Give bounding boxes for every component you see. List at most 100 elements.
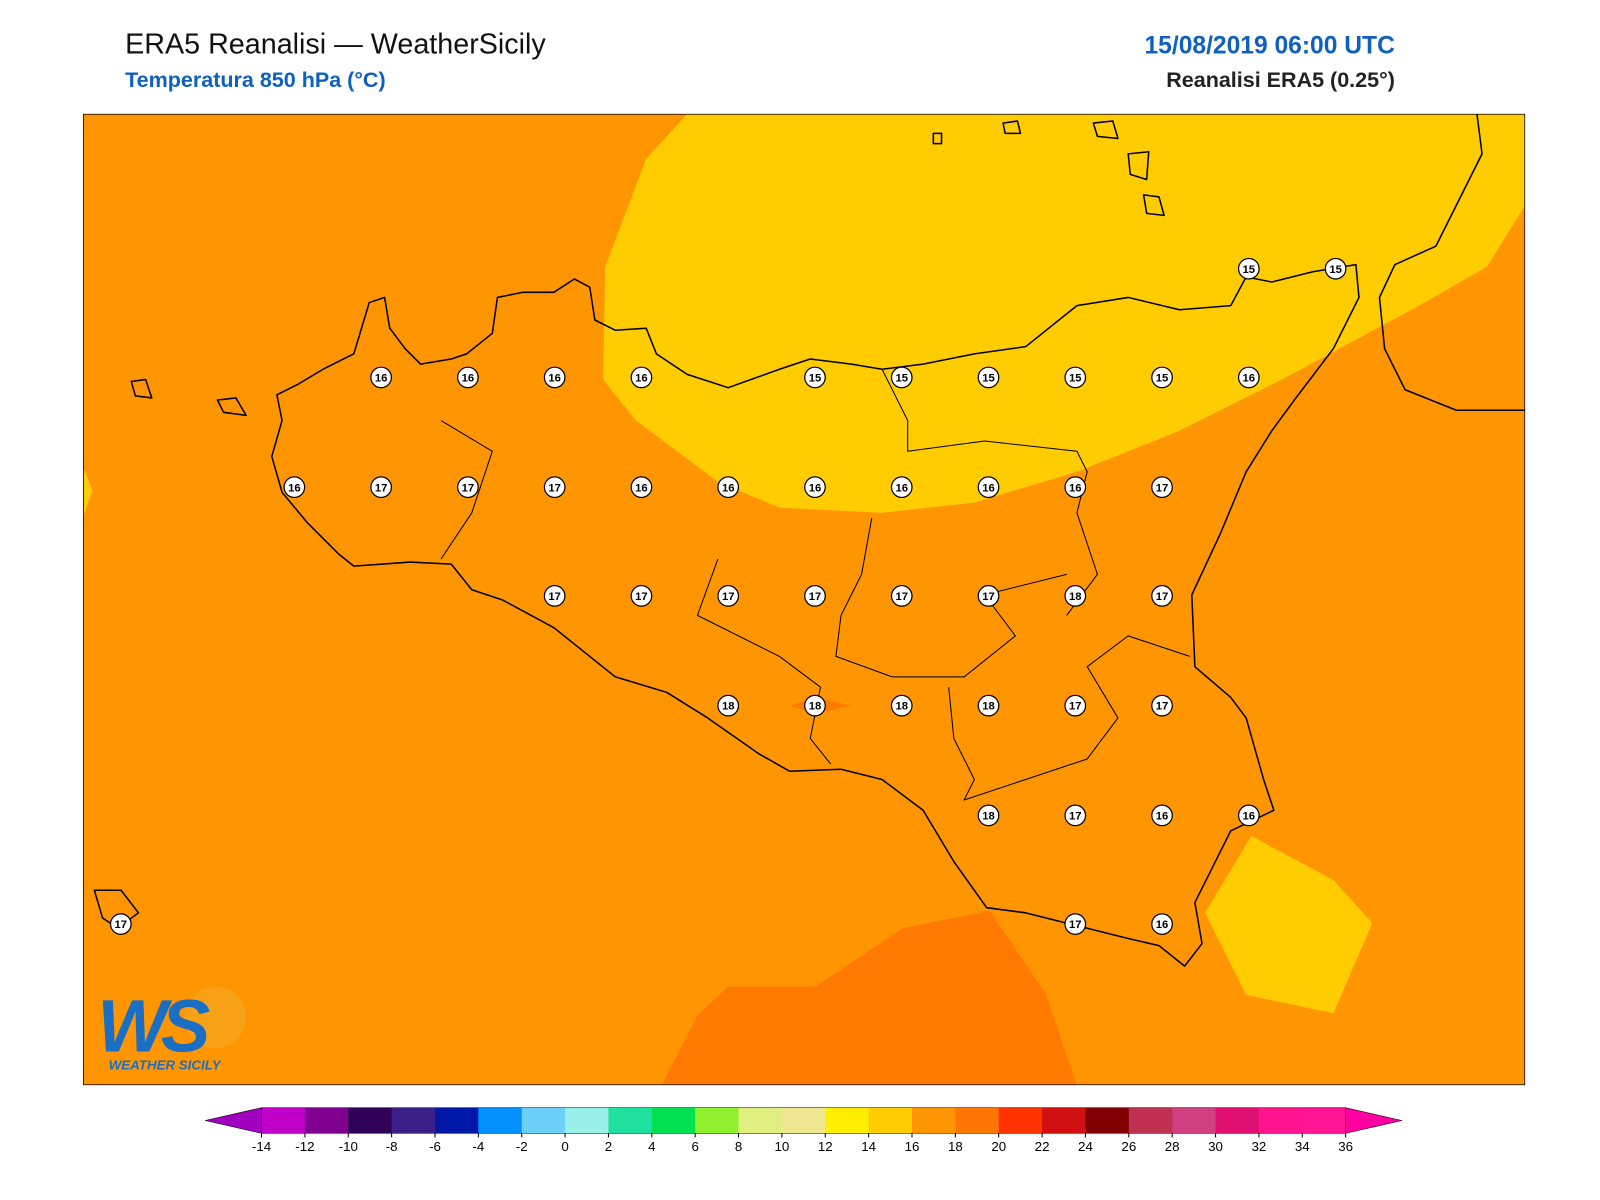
colorbar-outline — [261, 1107, 1346, 1134]
station-value: 17 — [1069, 701, 1082, 713]
station-value: 18 — [722, 701, 735, 713]
colorbar-tick-label: 12 — [818, 1139, 833, 1154]
border — [696, 558, 832, 765]
colorbar-segment — [651, 1107, 696, 1134]
station-value: 18 — [895, 701, 908, 713]
colorbar-tick-label: 22 — [1035, 1139, 1050, 1154]
station-marker — [630, 585, 653, 607]
island — [932, 132, 943, 145]
station-marker — [1064, 804, 1087, 827]
station-marker — [370, 366, 393, 389]
station-marker — [370, 476, 393, 499]
station-value: 16 — [1156, 810, 1169, 822]
station-marker — [1151, 694, 1173, 717]
logo-caption: WEATHER SICILY — [109, 1058, 222, 1073]
station-value: 17 — [115, 919, 128, 931]
station-value: 17 — [1156, 701, 1169, 713]
station-value: 17 — [548, 482, 561, 494]
station-value: 18 — [809, 701, 822, 713]
logo-mark: WS — [97, 984, 210, 1067]
colorbar-tick-label: 10 — [774, 1139, 789, 1154]
temperature-field — [83, 466, 93, 518]
colorbar-segment — [695, 1107, 740, 1134]
station-marker — [109, 913, 132, 935]
colorbar-tick-label: 24 — [1078, 1139, 1093, 1154]
colorbar-segment — [1128, 1107, 1173, 1134]
station-marker — [717, 476, 740, 499]
colorbar-segment — [738, 1107, 783, 1134]
station-marker — [977, 694, 1000, 717]
colorbar-over — [1345, 1107, 1403, 1134]
island — [1142, 194, 1165, 217]
station-value: 18 — [1069, 591, 1082, 603]
station-value: 17 — [635, 591, 648, 603]
station-value: 15 — [1069, 373, 1082, 385]
colorbar-tick-label: 20 — [991, 1139, 1006, 1154]
station-marker — [1064, 913, 1087, 935]
station-value: 17 — [895, 591, 908, 603]
colorbar-segment — [825, 1107, 870, 1134]
colorbar-segment — [478, 1107, 523, 1134]
coastline — [1378, 113, 1526, 412]
station-marker — [890, 366, 913, 389]
island — [1002, 120, 1022, 135]
station-value: 16 — [462, 373, 475, 385]
colorbar-tick-label: -12 — [295, 1139, 314, 1154]
station-marker — [630, 366, 653, 389]
colorbar-segment — [998, 1107, 1043, 1134]
border — [881, 369, 1098, 616]
colorbar-segment — [1302, 1107, 1347, 1134]
station-marker — [890, 476, 913, 499]
colorbar-segment — [1258, 1107, 1303, 1134]
colorbar-tick-label: -6 — [429, 1139, 441, 1154]
station-value: 17 — [722, 591, 735, 603]
datetime: 15/08/2019 06:00 UTC — [1144, 32, 1395, 59]
station-marker — [543, 585, 566, 607]
station-marker — [1151, 366, 1173, 389]
colorbar-tick-label: 6 — [691, 1139, 698, 1154]
border — [835, 517, 1067, 678]
colorbar-segment — [608, 1107, 653, 1134]
station-marker — [804, 366, 826, 389]
station-value: 16 — [1069, 482, 1082, 494]
station-value: 16 — [635, 373, 648, 385]
colorbar-segment — [1042, 1107, 1086, 1134]
island — [1127, 151, 1150, 181]
island — [130, 378, 153, 399]
station-value: 16 — [548, 373, 561, 385]
station-value: 16 — [895, 482, 908, 494]
station-value: 17 — [1069, 810, 1082, 822]
colorbar-segment — [1215, 1107, 1260, 1134]
colorbar-tick-label: 4 — [648, 1139, 656, 1154]
station-marker — [977, 366, 1000, 389]
colorbar-tick-label: 14 — [861, 1139, 876, 1154]
colorbar-tick-label: -8 — [386, 1139, 398, 1154]
colorbar-segment — [521, 1107, 566, 1134]
station-value: 15 — [1329, 264, 1342, 276]
station-value: 17 — [1156, 591, 1169, 603]
station-value: 15 — [1243, 264, 1256, 276]
station-marker — [1064, 694, 1087, 717]
station-marker — [1237, 804, 1260, 827]
colorbar-tick-label: 8 — [735, 1139, 742, 1154]
station-marker — [977, 476, 1000, 499]
station-marker — [457, 366, 479, 389]
colorbar-tick-label: 0 — [561, 1139, 568, 1154]
station-value: 17 — [462, 482, 475, 494]
colorbar-tick-label: 26 — [1121, 1139, 1136, 1154]
border — [948, 635, 1190, 801]
temperature-field — [1205, 835, 1373, 1014]
colorbar-segment — [868, 1107, 913, 1134]
colorbar-segment — [955, 1107, 1000, 1134]
station-marker — [804, 585, 826, 607]
colorbar-segment — [781, 1107, 826, 1134]
colorbar: -14 -12 -10 -8 -6 -4 -2 0 2 4 6 8 10 12 14 16 18 20 22 24 26… — [205, 1107, 1403, 1154]
station-marker — [630, 476, 653, 499]
station-value: 15 — [1156, 373, 1169, 385]
station-marker — [1237, 366, 1260, 389]
colorbar-tick-label: 36 — [1338, 1139, 1353, 1154]
colorbar-segment — [1085, 1107, 1130, 1134]
station-value: 16 — [375, 373, 388, 385]
